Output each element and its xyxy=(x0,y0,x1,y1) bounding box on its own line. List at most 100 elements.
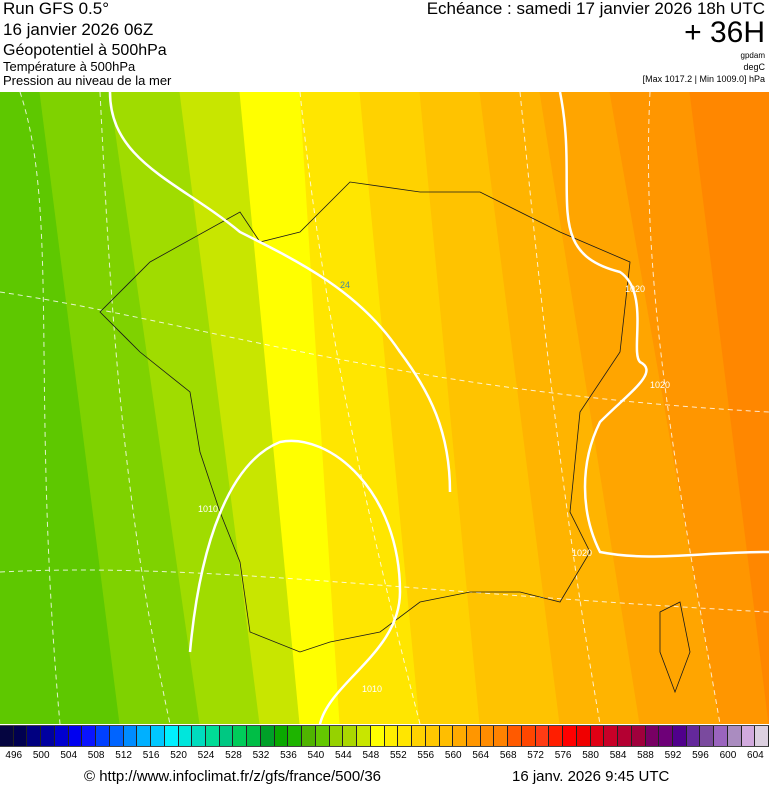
colorbar-cell xyxy=(137,726,152,746)
geopotential-band xyxy=(239,92,341,724)
colorbar-cell xyxy=(343,726,358,746)
forecast-valid-time: Echéance : samedi 17 janvier 2026 18h UT… xyxy=(426,0,765,18)
colorbar-label: 524 xyxy=(197,750,215,761)
colorbar-cell xyxy=(439,726,454,746)
isobars xyxy=(108,92,769,724)
geopotential-bands xyxy=(0,92,769,724)
geopotential-band xyxy=(39,92,201,724)
colorbar-cell xyxy=(27,726,42,746)
colorbar-cell xyxy=(412,726,426,746)
colorbar-cell xyxy=(741,726,756,746)
geopotential-band xyxy=(479,92,641,724)
colorbar-label: 512 xyxy=(115,750,132,761)
colorbar-cell xyxy=(604,726,619,746)
colorbar-cell xyxy=(54,726,69,746)
colorbar-cell xyxy=(192,726,207,746)
colorbar-cell xyxy=(357,726,371,746)
colorbar-label: 596 xyxy=(692,750,709,761)
colorbar-cell xyxy=(233,726,248,746)
colorbar-cell xyxy=(96,726,110,746)
colorbar-cell xyxy=(370,726,385,746)
colorbar-label: 504 xyxy=(60,750,78,761)
colorbar-label: 528 xyxy=(225,750,242,761)
contour-label: 1020 xyxy=(650,380,670,390)
colorbar-cell xyxy=(466,726,481,746)
colorbar-cell xyxy=(714,726,728,746)
colorbar-cell xyxy=(590,726,605,746)
run-date: 16 janvier 2026 06Z xyxy=(3,20,154,39)
colorbar-cell xyxy=(178,726,193,746)
geopotential-band xyxy=(179,92,301,724)
contour-label: 1010 xyxy=(198,504,218,514)
colorbar-label: 572 xyxy=(527,750,544,761)
pressure-range: [Max 1017.2 | Min 1009.0] hPa xyxy=(642,74,765,84)
colorbar-cell xyxy=(288,726,303,746)
colorbar-label: 604 xyxy=(747,750,764,761)
contour-label: 1010 xyxy=(362,684,382,694)
geopotential-band xyxy=(0,92,121,724)
colorbar-cell xyxy=(508,726,522,746)
field-geopotential: Géopotentiel à 500hPa xyxy=(3,42,167,59)
geopotential-band xyxy=(419,92,561,724)
generated-timestamp: 16 janv. 2026 9:45 UTC xyxy=(512,768,670,785)
colorbar-label: 580 xyxy=(582,750,599,761)
colorbar-cell xyxy=(700,726,715,746)
colorbar-cell xyxy=(247,726,261,746)
colorbar-label: 560 xyxy=(444,750,462,761)
contour-labels: 1010 1010 1020 1020 1020 24 xyxy=(198,280,670,694)
contour-label: 24 xyxy=(340,280,350,290)
colorbar-cell xyxy=(123,726,138,746)
colorbar-cell xyxy=(315,726,330,746)
contour-label: 1020 xyxy=(572,548,592,558)
colorbar-cell xyxy=(329,726,344,746)
colorbar-label: 532 xyxy=(252,750,270,761)
colorbar-cell xyxy=(151,726,165,746)
colorbar-labels: 496 500 504 508 512 516 520 524 528 532 536 540 544 5… xyxy=(0,750,769,761)
colorbar-cell xyxy=(109,726,124,746)
colorbar-cell xyxy=(302,726,316,746)
colorbar-cell xyxy=(659,726,673,746)
contour-label: 1020 xyxy=(625,284,645,294)
colorbar-cell xyxy=(0,726,14,746)
geopotential-band xyxy=(299,92,421,724)
weather-map: 1010 1010 1020 1020 1020 24 xyxy=(0,92,769,724)
unit-degc: degC xyxy=(743,62,765,72)
colorbar-cell xyxy=(686,726,701,746)
source-credit: © http://www.infoclimat.fr/z/gfs/france/… xyxy=(84,768,382,785)
colorbar-cell xyxy=(645,726,660,746)
colorbar-cell xyxy=(755,726,769,746)
colorbar-label: 516 xyxy=(142,750,160,761)
colorbar-label: 548 xyxy=(362,750,380,761)
colorbar-cell xyxy=(41,726,55,746)
colorbar xyxy=(0,725,769,747)
run-title: Run GFS 0.5° xyxy=(3,0,110,18)
colorbar-label: 576 xyxy=(554,750,572,761)
colorbar-label: 508 xyxy=(87,750,105,761)
colorbar-label: 500 xyxy=(32,750,50,761)
colorbar-label: 544 xyxy=(335,750,352,761)
geopotential-band xyxy=(689,92,769,724)
unit-gpdam: gpdam xyxy=(740,51,765,60)
colorbar-label: 592 xyxy=(664,750,682,761)
colorbar-cell xyxy=(480,726,495,746)
colorbar-label: 552 xyxy=(389,750,407,761)
colorbar-label: 496 xyxy=(5,750,23,761)
colorbar-cell xyxy=(549,726,564,746)
colorbar-cell xyxy=(68,726,83,746)
colorbar-cell xyxy=(521,726,536,746)
colorbar-cell xyxy=(82,726,97,746)
colorbar-label: 540 xyxy=(307,750,325,761)
colorbar-cell xyxy=(535,726,550,746)
colorbar-label: 600 xyxy=(719,750,737,761)
colorbar-cell xyxy=(219,726,234,746)
lead-time: + 36H xyxy=(684,16,765,49)
colorbar-cell xyxy=(618,726,632,746)
geopotential-band xyxy=(359,92,481,724)
colorbar-cell xyxy=(494,726,509,746)
geopotential-band xyxy=(109,92,261,724)
colorbar-cell xyxy=(672,726,687,746)
colorbar-cell xyxy=(260,726,275,746)
colorbar-cell xyxy=(384,726,399,746)
coastlines-borders xyxy=(99,181,691,694)
colorbar-cell xyxy=(576,726,591,746)
